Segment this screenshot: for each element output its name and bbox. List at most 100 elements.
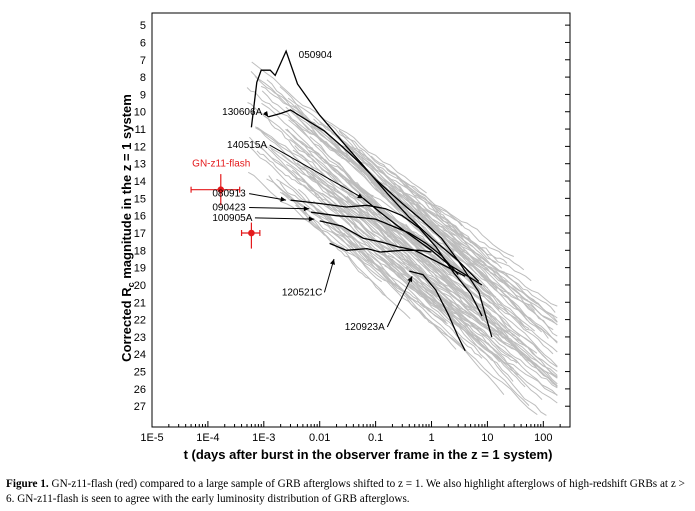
grb-140515A-label: 140515A (227, 140, 267, 151)
afterglow-curve (287, 97, 482, 259)
afterglow-curve (377, 208, 558, 368)
grb-120923A-curve (409, 270, 466, 352)
grb-080913-label: 080913 (212, 189, 246, 200)
y-tick-label: 16 (134, 211, 146, 223)
y-tick-label: 21 (134, 297, 146, 309)
afterglow-curve (319, 121, 474, 248)
x-tick-label: 1E-3 (252, 432, 275, 444)
afterglow-curve (292, 149, 431, 285)
afterglow-curve (249, 136, 425, 279)
afterglow-curve (246, 87, 337, 151)
x-tick-label: 1E-5 (140, 432, 163, 444)
y-tick-label: 15 (134, 193, 146, 205)
afterglow-curve (343, 232, 538, 416)
plot-frame (151, 12, 571, 428)
grb-130606A-curve (268, 109, 493, 338)
x-tick-label: 10 (481, 432, 493, 444)
caption-lead: Figure 1. (6, 478, 49, 490)
y-tick-label: 22 (134, 315, 146, 327)
grb-140515A-arrowhead (357, 193, 364, 199)
afterglow-curve (353, 225, 454, 318)
afterglow-curve (349, 179, 453, 277)
y-tick-label: 19 (134, 263, 146, 275)
afterglow-curve (326, 126, 455, 253)
afterglow-curve (410, 271, 543, 400)
afterglow-curve (432, 282, 558, 378)
grb-100905A-label: 100905A (212, 213, 252, 224)
y-tick-label: 8 (140, 72, 146, 84)
y-tick-label: 20 (134, 280, 146, 292)
grb-120923A-arrowhead (407, 276, 413, 283)
gn-z11-flash-points: GN-z11-flash (190, 159, 261, 249)
grb-090423-label: 090423 (212, 202, 246, 213)
afterglow-curve (421, 258, 558, 387)
afterglow-curve (338, 129, 498, 292)
grb-140515A-curve (362, 197, 483, 286)
afterglow-curve (413, 202, 558, 319)
grb-050904-label: 050904 (299, 50, 333, 61)
y-tick-label: 6 (140, 37, 146, 49)
y-tick-label: 24 (134, 349, 146, 361)
grb-080913-arrowhead (280, 196, 287, 202)
grb-080913-curve (290, 199, 483, 317)
gn-z11-point-1 (217, 186, 225, 193)
grb-130606A-label: 130606A (222, 107, 262, 118)
x-tick-label: 1 (428, 432, 434, 444)
x-tick-label: 0.1 (368, 432, 383, 444)
afterglow-curve (442, 302, 518, 364)
afterglow-curve (260, 85, 369, 165)
y-tick-label: 27 (134, 401, 146, 413)
afterglow-curve (347, 240, 457, 350)
grb-120521C-arrowhead (330, 258, 335, 265)
y-tick-label: 5 (140, 20, 146, 32)
y-tick-label: 14 (134, 176, 146, 188)
afterglow-curve (404, 184, 525, 271)
figure-caption: Figure 1. GN-z11-flash (red) compared to… (6, 477, 692, 507)
y-tick-label: 11 (135, 124, 146, 136)
grb-080913-arrow (249, 193, 287, 201)
afterglow-curve (436, 251, 554, 355)
afterglow-curve (324, 197, 538, 354)
afterglow-curve (434, 290, 558, 396)
afterglow-curve (401, 258, 485, 317)
afterglow-curve (294, 104, 500, 310)
afterglow-curve (310, 125, 498, 290)
y-tick-label: 13 (134, 159, 146, 171)
afterglow-curve (258, 143, 459, 324)
afterglow-curve (431, 289, 558, 389)
grb-100905A-arrow (254, 217, 315, 220)
afterglow-curve (296, 162, 387, 253)
afterglow-curve (431, 260, 511, 336)
label-arrows (249, 111, 413, 328)
x-tick-label: 1E-4 (196, 432, 219, 444)
axis-ticks: 1E-5 1E-4 1E-3 0.01 0.1 1 10 100 5 6 7 8 9 10 11 12 13 14… (134, 20, 571, 444)
y-tick-label: 25 (134, 367, 146, 379)
y-tick-label: 12 (134, 141, 146, 153)
afterglow-curve (421, 285, 526, 388)
x-tick-label: 100 (534, 432, 552, 444)
afterglow-curve (348, 176, 535, 311)
afterglow-curve (442, 229, 558, 323)
y-tick-label: 17 (134, 228, 146, 240)
afterglow-curve (247, 102, 331, 181)
afterglow-curve (443, 224, 556, 313)
background-afterglow-sample (246, 61, 558, 416)
gn-z11-point-2 (248, 229, 255, 237)
grb-090423-curve (311, 211, 459, 276)
afterglow-curve (405, 227, 489, 289)
afterglow-curve (379, 239, 493, 349)
afterglow-curve (382, 253, 514, 382)
grb-050904-curve (250, 49, 480, 282)
afterglow-curve (426, 230, 558, 344)
grb-120521C-label: 120521C (282, 287, 323, 298)
afterglow-curve (370, 155, 472, 244)
caption-text: GN-z11-flash (red) compared to a large s… (6, 478, 685, 505)
y-tick-label: 23 (134, 332, 146, 344)
grb-090423-arrow (249, 206, 310, 210)
afterglow-curve (433, 225, 554, 331)
afterglow-curve (446, 222, 558, 337)
grb-120521C-arrow (323, 258, 335, 293)
afterglow-curve (402, 201, 558, 307)
